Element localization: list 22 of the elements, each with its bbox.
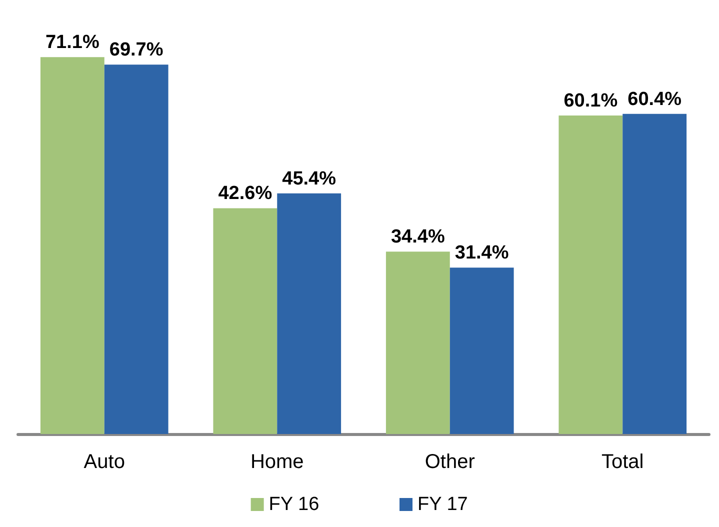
x-tick-label: Total — [602, 451, 644, 473]
data-label: 31.4% — [454, 242, 509, 264]
legend-label: FY 17 — [418, 494, 468, 515]
bar — [558, 115, 623, 434]
bar — [450, 268, 514, 434]
bar — [277, 193, 342, 434]
bar — [104, 64, 168, 434]
data-label: 69.7% — [109, 40, 164, 61]
bar — [213, 208, 278, 434]
legend-label: FY 16 — [268, 494, 320, 515]
data-label: 42.6% — [218, 183, 272, 204]
data-label: 60.4% — [628, 88, 682, 110]
data-label: 45.4% — [282, 168, 336, 190]
data-label: 71.1% — [45, 32, 100, 54]
x-tick-label: Other — [424, 451, 476, 473]
bar — [386, 252, 450, 434]
data-label: 60.1% — [564, 90, 618, 112]
x-tick-label: Home — [250, 451, 304, 473]
bar — [622, 114, 687, 434]
data-label: 34.4% — [390, 226, 445, 248]
bar — [40, 57, 104, 434]
x-tick-label: Auto — [84, 451, 125, 473]
